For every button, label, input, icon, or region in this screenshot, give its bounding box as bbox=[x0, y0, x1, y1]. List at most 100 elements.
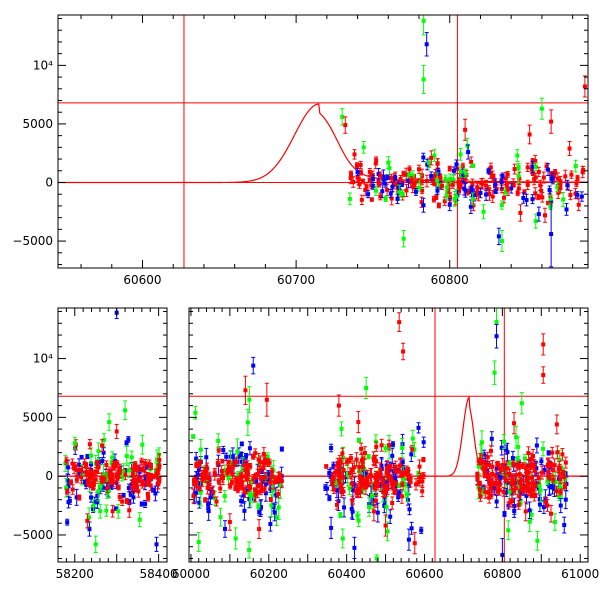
data-point-blue bbox=[419, 526, 424, 534]
data-point-blue bbox=[524, 193, 529, 207]
data-point-red bbox=[512, 163, 517, 175]
data-point-red bbox=[276, 489, 281, 499]
data-point-red bbox=[214, 496, 219, 507]
data-point-green bbox=[481, 204, 486, 220]
data-point-red bbox=[156, 476, 161, 490]
data-point-green bbox=[573, 159, 578, 173]
data-point-red bbox=[514, 469, 519, 481]
data-point-red bbox=[388, 463, 393, 469]
data-point-green bbox=[412, 442, 417, 458]
data-point-red bbox=[398, 458, 403, 473]
data-point-green bbox=[191, 434, 196, 439]
data-point-red bbox=[387, 439, 392, 451]
x-tick-label: 58400 bbox=[140, 567, 178, 581]
y-tick-label: 0 bbox=[45, 175, 53, 189]
data-point-red bbox=[541, 171, 546, 184]
data-point-green bbox=[374, 554, 379, 562]
data-point-red bbox=[358, 485, 363, 499]
data-point-green bbox=[366, 454, 371, 460]
y-tick-label: 5000 bbox=[22, 117, 53, 131]
data-point-blue bbox=[494, 494, 499, 509]
data-point-red bbox=[407, 165, 412, 173]
data-point-red bbox=[146, 494, 151, 502]
data-point-red bbox=[389, 173, 394, 182]
data-point-red bbox=[114, 423, 119, 440]
data-point-red bbox=[100, 476, 105, 484]
data-point-green bbox=[364, 376, 369, 400]
data-point-red bbox=[257, 466, 262, 477]
data-point-green bbox=[347, 192, 352, 206]
data-point-green bbox=[96, 442, 101, 460]
data-point-red bbox=[358, 169, 363, 176]
data-point-blue bbox=[565, 179, 570, 191]
data-point-red bbox=[378, 192, 383, 201]
data-point-red bbox=[536, 166, 541, 178]
data-point-green bbox=[432, 149, 437, 162]
data-point-red bbox=[337, 455, 342, 468]
data-point-red bbox=[257, 519, 262, 539]
data-point-red bbox=[384, 468, 389, 478]
data-point-red bbox=[350, 462, 355, 478]
data-point-blue bbox=[242, 501, 247, 521]
plot-area-segment bbox=[58, 308, 167, 554]
data-point-red bbox=[511, 460, 516, 468]
data-point-red bbox=[347, 467, 352, 479]
data-point-red bbox=[533, 187, 538, 200]
data-point-red bbox=[255, 486, 260, 499]
data-point-green bbox=[98, 503, 103, 519]
data-point-red bbox=[227, 513, 232, 531]
data-point-red bbox=[478, 491, 483, 502]
data-point-red bbox=[245, 460, 250, 470]
data-point-red bbox=[378, 171, 383, 180]
data-point-red bbox=[379, 438, 384, 452]
data-point-green bbox=[196, 532, 201, 552]
data-point-red bbox=[110, 504, 115, 518]
data-point-red bbox=[530, 463, 535, 469]
data-point-blue bbox=[512, 503, 517, 518]
data-point-red bbox=[197, 485, 202, 492]
data-point-red bbox=[191, 488, 196, 504]
data-point-red bbox=[539, 465, 544, 480]
data-point-red bbox=[510, 494, 515, 508]
data-point-blue bbox=[154, 536, 159, 552]
data-point-red bbox=[560, 448, 565, 461]
data-point-red bbox=[371, 501, 376, 522]
data-point-red bbox=[114, 471, 119, 479]
data-point-red bbox=[450, 180, 455, 189]
data-point-green bbox=[515, 149, 520, 162]
data-point-green bbox=[123, 400, 128, 421]
data-point-red bbox=[243, 486, 248, 499]
y-tick-label: 10⁴ bbox=[33, 352, 53, 366]
data-point-red bbox=[417, 476, 422, 487]
x-tick-label: 61000 bbox=[561, 567, 599, 581]
data-point-blue bbox=[224, 452, 229, 461]
data-point-red bbox=[197, 460, 202, 465]
data-point-red bbox=[557, 463, 562, 474]
data-point-red bbox=[146, 472, 151, 484]
data-point-red bbox=[157, 463, 162, 469]
data-point-green bbox=[247, 386, 252, 414]
model-curve bbox=[58, 103, 588, 184]
data-point-red bbox=[404, 183, 409, 198]
data-point-blue bbox=[239, 441, 244, 447]
data-point-blue bbox=[342, 497, 347, 518]
data-point-red bbox=[376, 181, 381, 188]
data-point-blue bbox=[499, 175, 504, 189]
data-point-red bbox=[551, 475, 556, 484]
data-point-red bbox=[558, 183, 563, 194]
data-point-blue bbox=[74, 488, 79, 506]
data-point-red bbox=[155, 468, 160, 476]
data-point-red bbox=[324, 464, 329, 469]
data-point-red bbox=[511, 181, 516, 188]
data-point-blue bbox=[390, 448, 395, 464]
data-point-red bbox=[541, 333, 546, 356]
data-point-red bbox=[549, 109, 554, 134]
data-point-red bbox=[267, 458, 272, 467]
data-point-green bbox=[541, 441, 546, 457]
data-point-red bbox=[355, 483, 360, 499]
data-point-blue bbox=[478, 187, 483, 199]
data-point-red bbox=[393, 488, 398, 496]
data-point-red bbox=[491, 480, 496, 487]
data-point-blue bbox=[329, 516, 334, 539]
plot-frame bbox=[188, 307, 589, 563]
